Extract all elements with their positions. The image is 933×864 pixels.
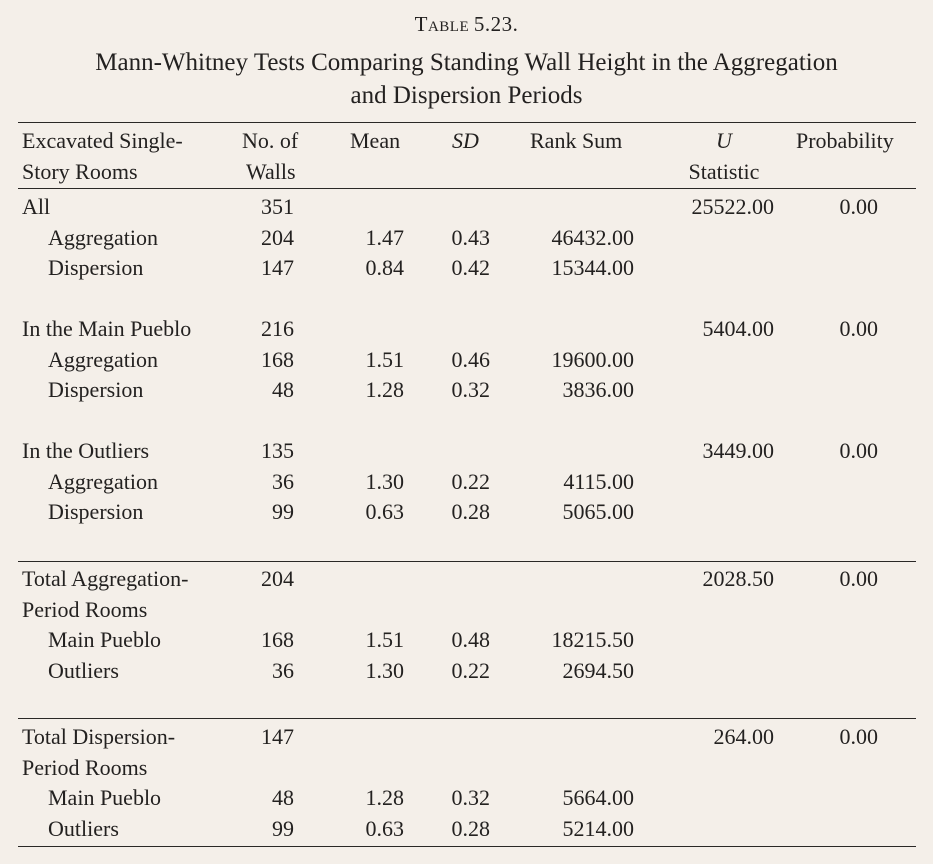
row-label: Main Pueblo: [48, 785, 162, 810]
group-u-statistic: 25522.00: [691, 194, 775, 219]
group-probability: 0.00: [839, 194, 879, 219]
row-sd: 0.48: [451, 627, 491, 652]
group-u-statistic: 5404.00: [702, 316, 775, 341]
row-label: Main Pueblo: [48, 627, 162, 652]
group-u-statistic: 3449.00: [702, 438, 775, 463]
row-rank-sum: 15344.00: [551, 255, 635, 280]
row-walls: 204: [261, 224, 294, 250]
row-mean: 1.28: [365, 377, 405, 402]
row-walls: 99: [272, 815, 294, 841]
header-statistic: Statistic: [688, 159, 760, 184]
header-rank-sum: Rank Sum: [530, 128, 623, 153]
header-mean: Mean: [350, 128, 401, 153]
row-mean: 0.84: [365, 255, 405, 280]
row-rank-sum: 3836.00: [562, 377, 635, 402]
header-rule: [18, 188, 916, 189]
table-number-prefix: Table: [414, 12, 470, 36]
row-label: Dispersion: [48, 255, 144, 280]
row-sd: 0.28: [451, 499, 491, 524]
row-sd: 0.22: [451, 657, 491, 683]
row-label: Dispersion: [48, 499, 144, 524]
row-label: Outliers: [48, 657, 119, 683]
row-mean: 1.47: [365, 224, 405, 250]
row-mean: 1.51: [365, 627, 405, 652]
row-walls: 36: [272, 657, 294, 683]
group-label: Period Rooms: [22, 754, 148, 780]
row-walls: 36: [272, 468, 294, 494]
header-rooms-line1: Excavated Single-: [22, 128, 183, 153]
header-u: U: [716, 128, 732, 153]
group-walls: 147: [261, 724, 294, 749]
group-label: Total Dispersion-: [22, 724, 176, 749]
row-sd: 0.46: [451, 346, 491, 372]
row-rank-sum: 4115.00: [563, 468, 634, 494]
group-walls: 204: [261, 566, 294, 591]
row-rank-sum: 5065.00: [562, 499, 635, 524]
group-label: Period Rooms: [22, 596, 148, 622]
section-rule-2: [18, 718, 916, 719]
row-rank-sum: 5214.00: [562, 815, 635, 841]
header-rooms-line2: Story Rooms: [22, 159, 138, 184]
caption-line-1: Mann-Whitney Tests Comparing Standing Wa…: [95, 49, 838, 76]
section-rule-1: [18, 561, 916, 562]
group-label: In the Main Pueblo: [22, 316, 192, 341]
row-rank-sum: 19600.00: [551, 346, 635, 372]
row-sd: 0.32: [451, 785, 491, 810]
header-probability: Probability: [796, 128, 894, 153]
row-walls: 99: [272, 499, 294, 524]
row-mean: 0.63: [365, 499, 405, 524]
group-walls: 351: [261, 194, 294, 219]
row-label: Aggregation: [48, 468, 158, 494]
row-sd: 0.42: [451, 255, 491, 280]
table-caption: Mann-Whitney Tests Comparing Standing Wa…: [0, 46, 933, 112]
group-walls: 216: [261, 316, 294, 341]
bottom-rule: [18, 846, 916, 847]
header-sd: SD: [452, 128, 479, 153]
header-walls-line1: No. of: [242, 128, 299, 153]
row-rank-sum: 18215.50: [551, 627, 635, 652]
row-sd: 0.22: [451, 468, 491, 494]
row-sd: 0.43: [451, 224, 491, 250]
row-mean: 0.63: [365, 815, 405, 841]
group-walls: 135: [261, 438, 294, 463]
row-mean: 1.28: [365, 785, 405, 810]
group-probability: 0.00: [839, 438, 879, 463]
row-walls: 147: [261, 255, 294, 280]
row-walls: 168: [261, 346, 294, 372]
row-label: Aggregation: [48, 224, 158, 250]
row-mean: 1.51: [365, 346, 405, 372]
group-u-statistic: 2028.50: [702, 566, 775, 591]
row-label: Dispersion: [48, 377, 144, 402]
top-rule: [18, 122, 916, 123]
header-walls-line2: Walls: [246, 159, 296, 184]
row-mean: 1.30: [365, 468, 405, 494]
row-mean: 1.30: [365, 657, 405, 683]
row-rank-sum: 46432.00: [551, 224, 635, 250]
caption-line-2: and Dispersion Periods: [350, 82, 583, 109]
row-sd: 0.28: [451, 815, 491, 841]
table-number-value: 5.23.: [473, 12, 519, 36]
row-label: Aggregation: [48, 346, 158, 372]
row-label: Outliers: [48, 815, 119, 841]
row-sd: 0.32: [451, 377, 491, 402]
group-probability: 0.00: [839, 566, 879, 591]
row-walls: 168: [261, 627, 294, 652]
group-label: In the Outliers: [22, 438, 150, 463]
row-rank-sum: 5664.00: [562, 785, 635, 810]
row-walls: 48: [272, 377, 294, 402]
group-label: Total Aggregation-: [22, 566, 189, 591]
group-u-statistic: 264.00: [713, 724, 775, 749]
table-number: Table 5.23.: [0, 12, 933, 37]
group-probability: 0.00: [839, 316, 879, 341]
row-rank-sum: 2694.50: [562, 657, 635, 683]
group-probability: 0.00: [839, 724, 879, 749]
group-label: All: [22, 194, 51, 219]
row-walls: 48: [272, 785, 294, 810]
